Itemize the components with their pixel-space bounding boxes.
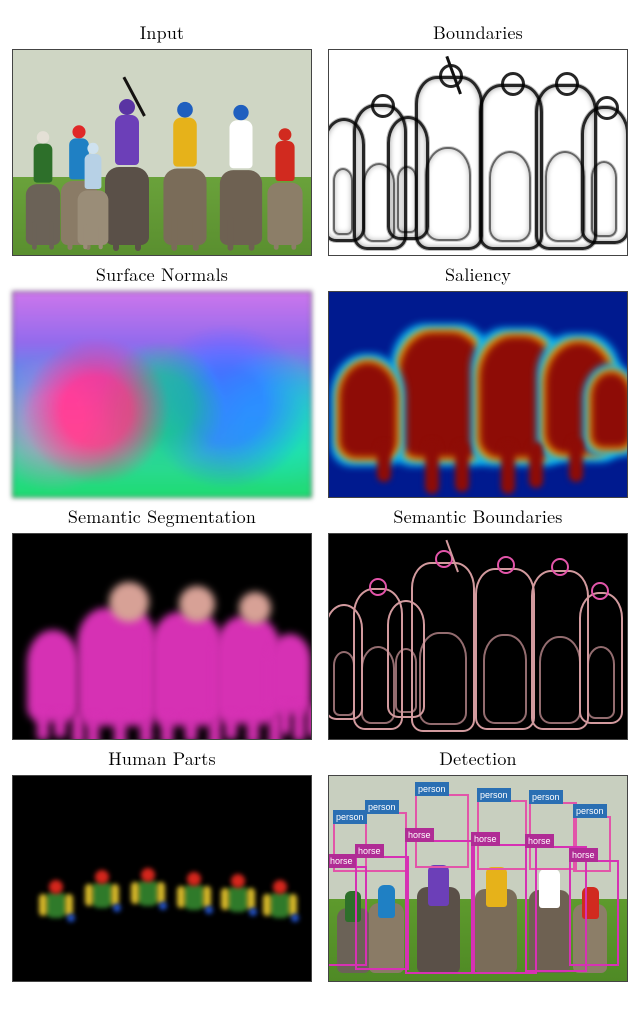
label-parts: Human Parts [108,746,216,771]
panel-seg [12,533,312,740]
label-sbound: Semantic Boundaries [393,504,562,529]
panel-parts [12,775,312,982]
panel-sbound [328,533,628,740]
panel-normals [12,291,312,498]
panel-boundaries [328,49,628,256]
cell-detection: Detection personpersonpersonpersonperson… [326,746,630,982]
label-saliency: Saliency [445,262,511,287]
cell-saliency: Saliency [326,262,630,498]
panel-detection: personpersonpersonpersonpersonpersonhors… [328,775,628,982]
cell-parts: Human Parts [10,746,314,982]
label-normals: Surface Normals [96,262,228,287]
cell-boundaries: Boundaries [326,20,630,256]
cell-normals: Surface Normals [10,262,314,498]
label-boundaries: Boundaries [433,20,523,45]
panel-input [12,49,312,256]
label-detection: Detection [439,746,517,771]
cell-sbound: Semantic Boundaries [326,504,630,740]
label-seg: Semantic Segmentation [68,504,256,529]
figure-grid: Input Boundaries Surface Normals Salienc… [10,20,630,982]
cell-input: Input [10,20,314,256]
label-input: Input [140,20,185,45]
panel-saliency [328,291,628,498]
cell-seg: Semantic Segmentation [10,504,314,740]
